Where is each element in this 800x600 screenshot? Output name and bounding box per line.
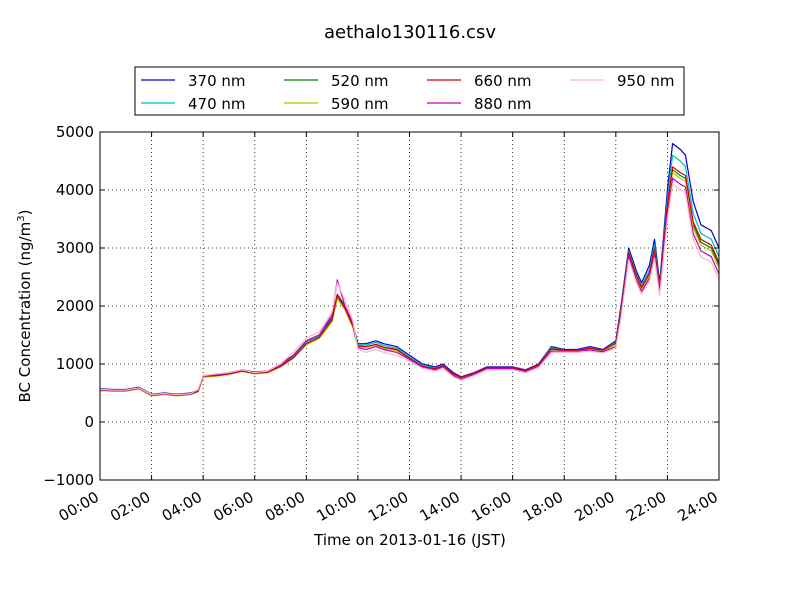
legend-entry-label: 520 nm: [331, 72, 389, 90]
series-line-950-nm: [99, 183, 720, 396]
y-axis-label-main: BC Concentration (ng/m: [16, 222, 34, 403]
legend: 370 nm 470 nm 520 nm 590 nm 660 nm 880 nm 950 …: [134, 66, 685, 116]
y-axis-label-end: ): [16, 210, 34, 216]
series-lines: [99, 143, 720, 397]
x-axis-label: Time on 2013-01-16 (JST): [313, 531, 506, 549]
legend-entry-label: 880 nm: [474, 95, 532, 113]
legend-entry-label: 660 nm: [474, 72, 532, 90]
y-tick-label: 4000: [56, 181, 94, 199]
legend-entry-label: 370 nm: [188, 72, 246, 90]
y-tick-label: 5000: [56, 123, 94, 141]
series-line-660-nm: [99, 166, 720, 396]
y-tick-label: 1000: [56, 355, 94, 373]
y-tick-label: 2000: [56, 297, 94, 315]
y-tick-label: 0: [84, 413, 94, 431]
legend-entry-label: 950 nm: [617, 72, 675, 90]
axis-ticks: [99, 131, 720, 481]
chart-title: aethalo130116.csv: [324, 22, 496, 43]
y-axis-label: BC Concentration (ng/m3): [16, 210, 34, 403]
legend-entry-label: 590 nm: [331, 95, 389, 113]
legend-entry-label: 470 nm: [188, 95, 246, 113]
legend-box: [134, 66, 685, 116]
y-tick-labels: −1000 0 1000 2000 3000 4000 5000: [43, 123, 94, 489]
y-axis-label-sup: 3: [16, 215, 27, 221]
y-tick-label: −1000: [43, 471, 94, 489]
y-tick-label: 3000: [56, 239, 94, 257]
